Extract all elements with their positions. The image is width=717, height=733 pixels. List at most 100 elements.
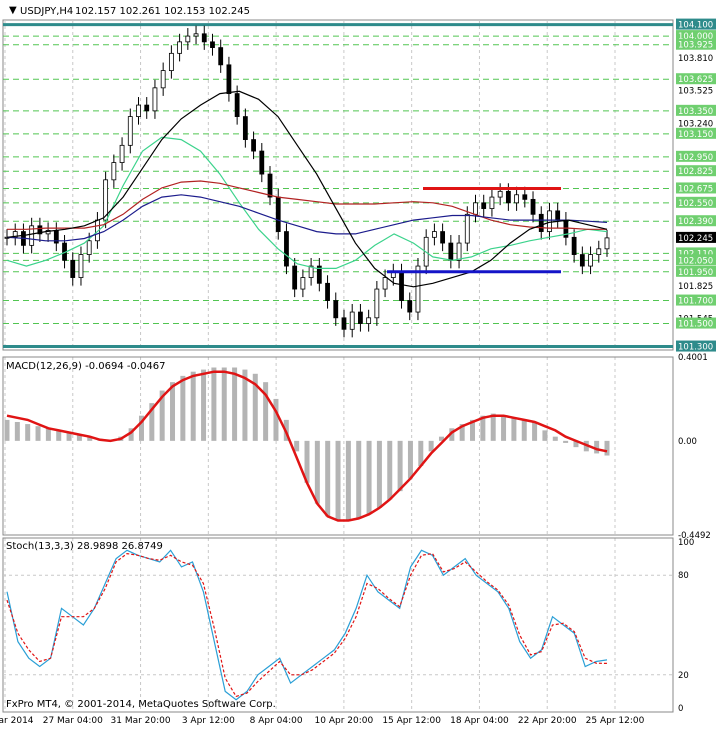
stoch-y-tick: 80 <box>678 571 689 581</box>
stoch-y-tick: 100 <box>678 538 694 548</box>
x-tick-label: 31 Mar 20:00 <box>111 716 171 726</box>
candle-body <box>275 196 281 232</box>
price-tag <box>676 215 716 227</box>
macd-bar <box>345 440 351 521</box>
y-tick-label: 102.825 <box>678 167 713 177</box>
macd-bar <box>470 419 476 441</box>
candle-body <box>259 150 265 175</box>
macd-bar <box>552 436 558 441</box>
candle-body <box>185 35 191 43</box>
copyright-label: FxPro MT4, © 2001-2014, MetaQuotes Softw… <box>6 699 276 710</box>
candle-body <box>473 202 478 215</box>
macd-bar <box>35 426 41 441</box>
candle-body <box>415 265 421 313</box>
macd-bar <box>180 375 186 441</box>
panel-frame <box>2 356 674 536</box>
macd-bar <box>304 440 310 483</box>
x-tick-label: 18 Apr 04:00 <box>450 716 509 726</box>
y-tick-label: 102.950 <box>678 153 713 163</box>
stoch-label: Stoch(13,3,3) 28.9898 26.8749 <box>6 541 163 552</box>
candle-body <box>547 210 552 232</box>
candle-body <box>538 213 544 232</box>
macd-y-tick: -0.4492 <box>678 531 711 541</box>
candle-body <box>358 311 363 324</box>
macd-bar <box>45 428 51 441</box>
candle-body <box>210 41 215 48</box>
x-tick-label: 22 Apr 20:00 <box>518 716 577 726</box>
y-tick-label: 103.350 <box>678 107 713 117</box>
x-tick-label: 8 Apr 04:00 <box>250 716 303 726</box>
candle-body <box>530 198 536 215</box>
y-tick-label: 102.675 <box>678 184 713 194</box>
candle-body <box>242 116 248 140</box>
y-tick-label: 103.150 <box>678 130 713 140</box>
x-tick-label: 3 Apr 12:00 <box>182 716 235 726</box>
candle-body <box>522 194 528 200</box>
candle-body <box>136 104 141 117</box>
price-tag <box>676 317 716 329</box>
macd-panel <box>2 356 674 536</box>
candle-body <box>86 240 92 255</box>
macd-bar <box>4 419 10 441</box>
price-tag <box>676 104 716 116</box>
candle-body <box>29 225 35 246</box>
candle-body <box>440 231 446 244</box>
candle-body <box>144 104 150 112</box>
stochastic-panel <box>2 537 674 713</box>
x-tick-label: 27 Mar 04:00 <box>43 716 103 726</box>
ma-blue-line <box>6 194 608 242</box>
y-tick-label: 103.625 <box>678 75 713 85</box>
macd-bar <box>25 424 31 441</box>
candle-body <box>111 162 117 181</box>
candle-body <box>316 265 322 284</box>
candle-body <box>382 277 388 290</box>
macd-bar <box>242 369 248 441</box>
y-tick-label: 103.525 <box>678 87 713 97</box>
ohlc-label: 102.157 102.261 102.153 102.245 <box>75 6 250 17</box>
price-tag <box>676 73 716 85</box>
macd-bar <box>128 428 134 441</box>
candle-body <box>596 248 602 255</box>
stoch-y-tick: 20 <box>678 671 689 681</box>
candle-body <box>177 41 183 54</box>
candle-body <box>341 317 347 330</box>
macd-bar <box>138 415 144 441</box>
y-tick-label: 104.000 <box>678 32 713 42</box>
candle-body <box>78 254 84 278</box>
price-tag <box>676 165 716 177</box>
axis-labels: 24 Mar 2014 27 Mar 04:00 31 Mar 20:00 3 Apr… <box>0 18 716 726</box>
candle-body <box>226 64 232 94</box>
y-tick-label: 101.300 <box>678 343 713 353</box>
candle-body <box>103 179 109 221</box>
y-tick-label: 102.390 <box>678 217 713 227</box>
x-tick-label: 15 Apr 12:00 <box>382 716 441 726</box>
macd-bar <box>325 440 331 517</box>
price-tag <box>676 231 716 243</box>
macd-bar <box>159 390 165 441</box>
candle-body <box>407 300 413 313</box>
candle-body <box>448 242 454 261</box>
stoch-signal-line <box>6 552 608 698</box>
macd-bar <box>563 440 569 443</box>
macd-signal-line <box>6 370 608 522</box>
price-tag <box>676 30 716 42</box>
candle-body <box>267 173 273 198</box>
macd-bar <box>604 440 610 456</box>
y-tick-label: 101.500 <box>678 320 713 330</box>
stoch-main-line <box>6 549 608 701</box>
candle-body <box>119 144 125 163</box>
candle-body <box>234 93 240 117</box>
stoch-y-tick: 0 <box>678 704 683 714</box>
candle-body <box>481 202 487 209</box>
macd-bar <box>428 440 434 452</box>
candle-body <box>168 52 174 71</box>
candle-body <box>284 231 289 267</box>
macd-bar <box>87 436 93 441</box>
macd-bar <box>542 430 548 441</box>
macd-bar <box>387 440 393 500</box>
price-tag <box>676 196 716 208</box>
y-tick-label: 102.550 <box>678 199 713 209</box>
price-tag <box>676 247 716 259</box>
macd-bar <box>294 440 300 452</box>
candle-body <box>201 33 207 43</box>
